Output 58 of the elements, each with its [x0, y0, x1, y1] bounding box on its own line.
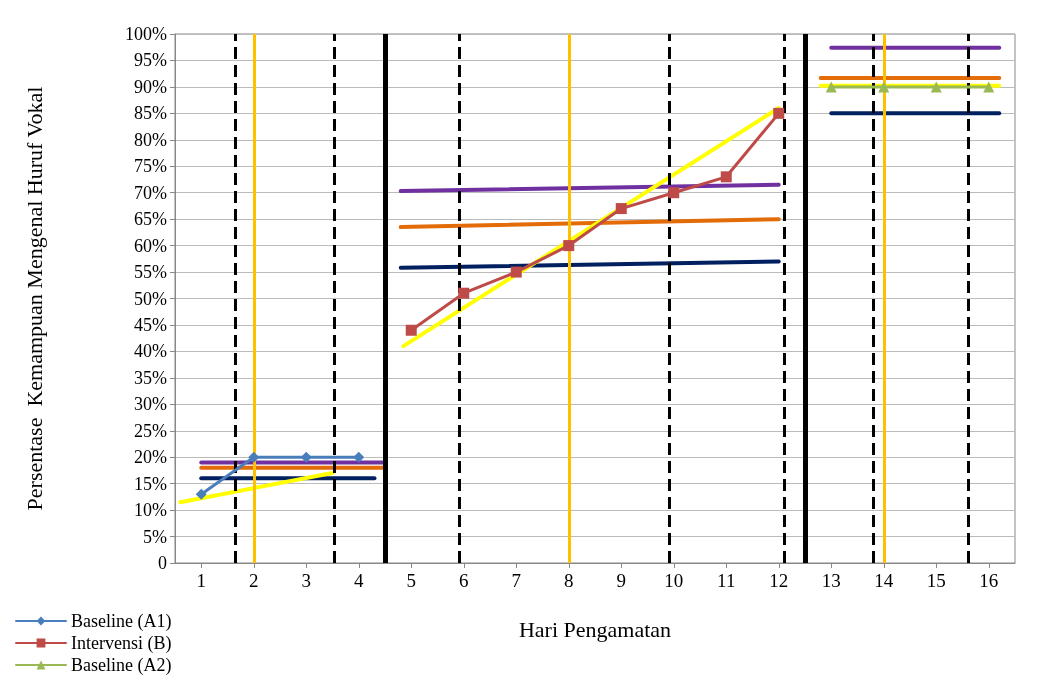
- x-tick-label: 11: [717, 570, 736, 591]
- y-tick-label: 55%: [134, 262, 167, 283]
- x-axis-title: Hari Pengamatan: [518, 616, 672, 642]
- y-tick-label: 15%: [134, 473, 167, 494]
- x-tick-label: 7: [511, 570, 521, 591]
- y-tick-label: 30%: [134, 394, 167, 415]
- x-tick-label: 9: [616, 570, 626, 591]
- x-tick-label: 13: [821, 570, 841, 591]
- legend-label: Baseline (A2): [71, 655, 172, 676]
- point: [248, 451, 260, 463]
- y-tick-label: 25%: [134, 420, 167, 441]
- point: [983, 81, 995, 93]
- x-tick-label: 1: [196, 570, 206, 591]
- y-tick-label: 85%: [134, 103, 167, 124]
- point: [668, 187, 680, 199]
- legend-label: Intervensi (B): [71, 633, 172, 654]
- point: [615, 203, 627, 215]
- y-tick-label: 40%: [134, 341, 167, 362]
- x-tick-label: 8: [564, 570, 574, 591]
- y-tick-label: 60%: [134, 235, 167, 256]
- legend-label: Baseline (A1): [71, 611, 172, 632]
- x-tick-label: 6: [459, 570, 469, 591]
- point: [930, 81, 942, 93]
- x-tick-label: 10: [664, 570, 684, 591]
- y-tick-label: 70%: [134, 182, 167, 203]
- point: [773, 107, 785, 119]
- point: [353, 451, 365, 463]
- point: [878, 81, 890, 93]
- y-tick-label: 35%: [134, 367, 167, 388]
- x-tick-label: 15: [926, 570, 946, 591]
- point: [510, 266, 522, 278]
- y-tick-label: 50%: [134, 288, 167, 309]
- point: [825, 81, 837, 93]
- point: [195, 488, 207, 500]
- y-tick-label: 10%: [134, 500, 167, 521]
- y-tick-label: 20%: [134, 447, 167, 468]
- x-tick-label: 2: [249, 570, 259, 591]
- x-tick-label: 14: [874, 570, 894, 591]
- y-tick-label: 0: [158, 553, 167, 573]
- y-tick-label: 65%: [134, 209, 167, 230]
- point: [405, 324, 417, 336]
- point: [300, 451, 312, 463]
- x-tick-label: 3: [301, 570, 311, 591]
- y-tick-label: 100%: [125, 24, 167, 44]
- y-tick-label: 80%: [134, 129, 167, 150]
- x-tick-label: 12: [769, 570, 789, 591]
- point: [563, 240, 575, 252]
- x-tick-label: 16: [979, 570, 999, 591]
- y-tick-label: 75%: [134, 156, 167, 177]
- x-tick-label: 5: [406, 570, 416, 591]
- point: [720, 171, 732, 183]
- y-tick-label: 5%: [143, 526, 167, 547]
- y-tick-label: 90%: [134, 76, 167, 97]
- y-tick-label: 95%: [134, 50, 167, 71]
- y-tick-label: 45%: [134, 314, 167, 335]
- y-axis-title: Persentase Kemampuan Mengenal Huruf Vokal: [21, 86, 47, 511]
- point: [458, 287, 470, 299]
- x-tick-label: 4: [354, 570, 364, 591]
